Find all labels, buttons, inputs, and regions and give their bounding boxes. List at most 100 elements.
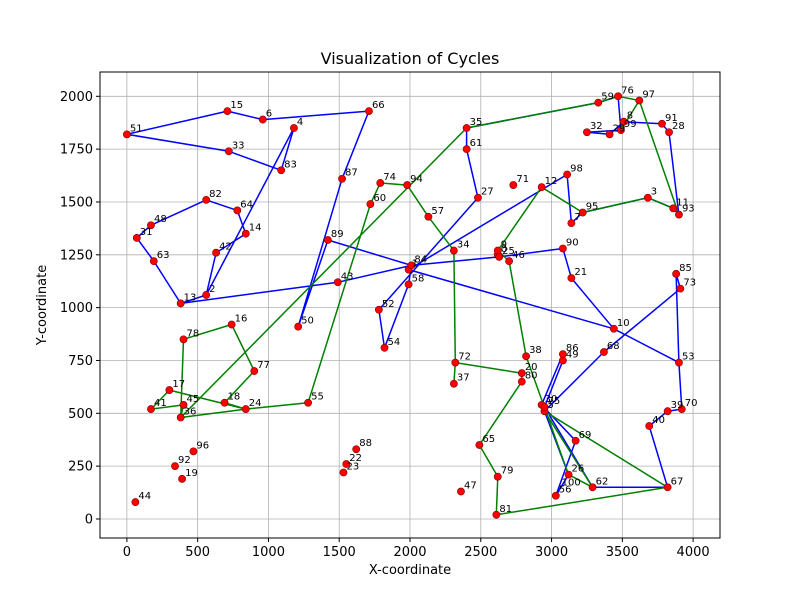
city-point-8 (619, 117, 628, 126)
city-point-11 (669, 204, 678, 213)
city-point-96 (189, 447, 198, 456)
city-point-79 (493, 472, 502, 481)
city-label-7: 7 (574, 212, 580, 223)
city-point-3 (643, 193, 652, 202)
city-label-15: 15 (230, 100, 243, 111)
city-point-57 (424, 212, 433, 221)
city-label-28: 28 (672, 121, 685, 132)
city-point-88 (352, 445, 361, 454)
city-label-96: 96 (196, 440, 209, 451)
grid (100, 72, 720, 538)
city-label-58: 58 (412, 273, 425, 284)
city-label-47: 47 (464, 481, 477, 492)
city-label-82: 82 (209, 189, 222, 200)
city-label-35: 35 (470, 117, 483, 128)
city-point-41 (147, 405, 155, 413)
city-point-43 (333, 278, 342, 287)
city-label-75: 75 (547, 396, 560, 407)
city-point-20 (517, 369, 526, 378)
city-point-29 (605, 130, 614, 139)
city-label-11: 11 (676, 197, 689, 208)
city-label-72: 72 (458, 352, 471, 363)
city-point-55 (304, 398, 312, 407)
city-label-85: 85 (679, 263, 692, 274)
city-label-21: 21 (574, 267, 587, 278)
city-point-24 (241, 405, 250, 413)
city-label-66: 66 (372, 100, 385, 111)
city-label-74: 74 (383, 172, 396, 183)
city-label-51: 51 (130, 123, 143, 134)
city-label-23: 23 (346, 461, 359, 472)
city-point-45 (179, 400, 188, 409)
city-point-99 (617, 126, 625, 135)
y-tick-label: 500 (68, 407, 93, 422)
point-labels: 0123456789101112131415161718192021222324… (130, 85, 698, 514)
city-label-43: 43 (341, 271, 354, 282)
city-label-22: 22 (349, 453, 362, 464)
city-label-25: 25 (502, 246, 515, 257)
city-point-64 (233, 206, 242, 215)
city-label-59: 59 (601, 92, 614, 103)
city-label-61: 61 (470, 138, 483, 149)
city-points (122, 92, 686, 519)
city-label-13: 13 (184, 292, 197, 303)
city-label-42: 42 (219, 242, 232, 253)
city-label-65: 65 (482, 434, 495, 445)
city-point-59 (594, 98, 603, 107)
city-point-28 (665, 128, 673, 137)
city-point-65 (475, 441, 484, 449)
city-point-10 (609, 324, 618, 333)
city-point-90 (558, 244, 567, 253)
city-label-83: 83 (284, 159, 297, 170)
x-tick-label: 500 (185, 545, 210, 560)
city-point-36 (176, 413, 185, 422)
city-label-49: 49 (566, 349, 579, 360)
city-point-35 (462, 124, 471, 132)
cycle-2-line (150, 95, 680, 516)
city-point-40 (645, 422, 654, 430)
city-point-27 (474, 193, 482, 202)
city-point-86 (558, 350, 567, 359)
city-point-50 (294, 322, 303, 331)
city-point-70 (677, 405, 686, 413)
city-label-93: 93 (682, 204, 695, 215)
city-point-42 (212, 248, 220, 257)
city-point-78 (179, 335, 188, 344)
city-label-16: 16 (235, 314, 248, 325)
city-point-92 (171, 462, 179, 471)
city-label-19: 19 (185, 468, 198, 479)
city-label-81: 81 (499, 504, 512, 515)
city-point-14 (241, 229, 250, 238)
city-point-69 (571, 436, 580, 445)
city-point-21 (567, 274, 576, 282)
city-label-69: 69 (579, 430, 592, 441)
city-label-78: 78 (187, 328, 200, 339)
city-label-33: 33 (232, 140, 245, 151)
city-label-44: 44 (138, 491, 151, 502)
y-tick-label: 0 (85, 512, 93, 527)
x-tick-label: 3500 (606, 545, 639, 560)
city-label-67: 67 (671, 476, 684, 487)
cycle-lines (126, 95, 683, 516)
city-label-86: 86 (566, 343, 579, 354)
city-label-18: 18 (228, 392, 241, 403)
city-label-60: 60 (373, 193, 386, 204)
x-axis-ticks: 0 500 1000 1500 2000 2500 3000 3500 4000 (123, 538, 710, 560)
city-point-76 (614, 92, 622, 101)
city-label-98: 98 (570, 163, 583, 174)
y-tick-label: 1500 (60, 195, 93, 210)
city-point-51 (122, 130, 131, 139)
x-tick-label: 0 (123, 545, 131, 560)
y-tick-label: 750 (68, 354, 93, 369)
city-label-3: 3 (651, 187, 657, 198)
city-label-20: 20 (525, 362, 538, 373)
city-label-48: 48 (154, 214, 167, 225)
city-point-72 (451, 358, 460, 367)
city-label-64: 64 (240, 199, 253, 210)
y-axis-label: Y-coordinate (35, 265, 50, 346)
chart-title: Visualization of Cycles (321, 49, 500, 68)
x-tick-label: 1000 (252, 545, 285, 560)
city-point-80 (517, 377, 526, 386)
city-point-46 (505, 257, 513, 266)
city-label-8: 8 (627, 111, 633, 122)
